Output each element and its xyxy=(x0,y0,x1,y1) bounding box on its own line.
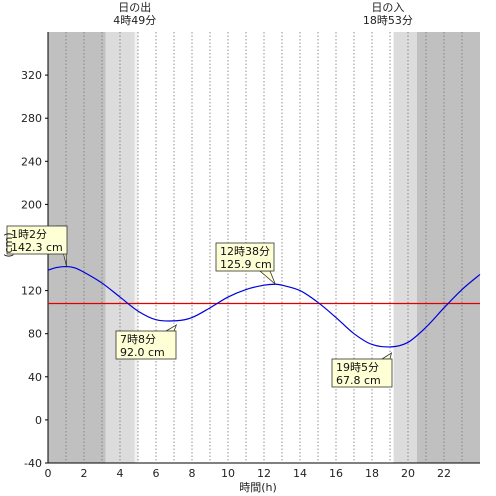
callout-height: 67.8 cm xyxy=(336,374,381,387)
sunrise-time: 4時49分 xyxy=(113,14,156,27)
callout-pointer xyxy=(164,324,178,332)
x-tick-label: 0 xyxy=(45,467,52,480)
x-tick-label: 16 xyxy=(329,467,343,480)
x-tick-label: 22 xyxy=(437,467,451,480)
sunset-time: 18時53分 xyxy=(363,14,413,27)
callout-height: 92.0 cm xyxy=(120,346,165,359)
x-tick-label: 14 xyxy=(293,467,307,480)
callout-height: 142.3 cm xyxy=(11,241,63,254)
y-tick-label: 80 xyxy=(28,328,42,341)
x-tick-label: 6 xyxy=(153,467,160,480)
x-tick-label: 18 xyxy=(365,467,379,480)
callout-height: 125.9 cm xyxy=(220,258,272,271)
y-tick-label: -40 xyxy=(24,457,42,470)
x-tick-label: 10 xyxy=(221,467,235,480)
shade-band-4 xyxy=(417,32,480,463)
tide-series-line-0 xyxy=(47,265,481,348)
daylight-shading xyxy=(48,32,480,463)
x-tick-label: 20 xyxy=(401,467,415,480)
sunrise-label: 日の出 xyxy=(118,0,151,14)
callout-pointer xyxy=(258,270,276,285)
y-tick-label: 280 xyxy=(21,112,42,125)
callout-box xyxy=(215,242,275,272)
callout-pointer xyxy=(380,352,393,360)
y-tick-label: 40 xyxy=(28,371,42,384)
y-axis-title: (cm) xyxy=(2,232,15,257)
x-tick-label: 2 xyxy=(81,467,88,480)
y-tick-label: 120 xyxy=(21,285,42,298)
y-tick-label: 0 xyxy=(35,414,42,427)
shade-band-1 xyxy=(105,32,135,463)
y-tick-label: 200 xyxy=(21,198,42,211)
x-tick-label: 8 xyxy=(189,467,196,480)
callout-box xyxy=(331,358,393,388)
callout-box xyxy=(6,225,68,255)
y-tick-label: 240 xyxy=(21,155,42,168)
shade-band-2 xyxy=(134,32,138,463)
tick-labels: -400408012016020024028032002468101214161… xyxy=(21,69,451,480)
series-group xyxy=(47,265,481,348)
x-tick-label: 12 xyxy=(257,467,271,480)
x-tick-label: 4 xyxy=(117,467,124,480)
sunset-label: 日の入 xyxy=(371,1,404,14)
x-axis-title: 時間(h) xyxy=(239,481,277,494)
shade-band-3 xyxy=(393,32,417,463)
callout-time: 7時8分 xyxy=(120,333,156,346)
callout-time: 1時2分 xyxy=(11,228,47,241)
callout-box xyxy=(115,330,177,360)
callout-time: 19時5分 xyxy=(336,361,379,374)
callout-time: 12時38分 xyxy=(220,245,270,258)
y-tick-label: 320 xyxy=(21,69,42,82)
